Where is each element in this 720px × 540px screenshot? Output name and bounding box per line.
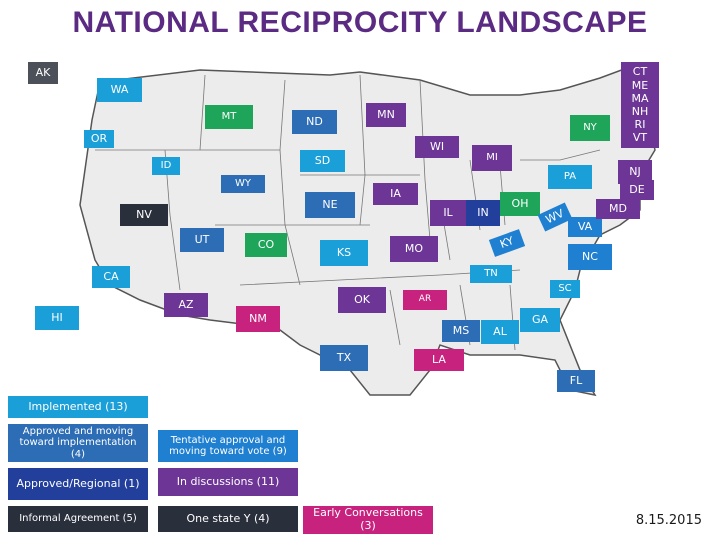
state-ND[interactable]: ND <box>292 110 337 134</box>
state-IA[interactable]: IA <box>373 183 418 205</box>
legend-tentative: Tentative approval and moving toward vot… <box>158 430 298 462</box>
state-MS[interactable]: MS <box>442 320 480 342</box>
legend-informal: Informal Agreement (5) <box>8 506 148 532</box>
state-CA[interactable]: CA <box>92 266 130 288</box>
state-IL[interactable]: IL <box>430 200 466 226</box>
state-KS[interactable]: KS <box>320 240 368 266</box>
state-SD[interactable]: SD <box>300 150 345 172</box>
state-HI[interactable]: HI <box>35 306 79 330</box>
state-MI[interactable]: MI <box>472 145 512 171</box>
state-OH[interactable]: OH <box>500 192 540 216</box>
state-WY[interactable]: WY <box>221 175 265 193</box>
legend-early: Early Conversations (3) <box>303 506 433 534</box>
state-TN[interactable]: TN <box>470 265 512 283</box>
state-WA[interactable]: WA <box>97 78 142 102</box>
state-TX[interactable]: TX <box>320 345 368 371</box>
state-UT[interactable]: UT <box>180 228 224 252</box>
legend-implemented: Implemented (13) <box>8 396 148 418</box>
state-NY[interactable]: NY <box>570 115 610 141</box>
state-NV[interactable]: NV <box>120 204 168 226</box>
state-AZ[interactable]: AZ <box>164 293 208 317</box>
state-MD[interactable]: MD <box>596 199 640 219</box>
state-AK[interactable]: AK <box>28 62 58 84</box>
state-NE[interactable]: NE <box>305 192 355 218</box>
state-WI[interactable]: WI <box>415 136 459 158</box>
state-FL[interactable]: FL <box>557 370 595 392</box>
state-ID[interactable]: ID <box>152 157 180 175</box>
state-CO[interactable]: CO <box>245 233 287 257</box>
date-stamp: 8.15.2015 <box>635 513 702 528</box>
state-NC[interactable]: NC <box>568 244 612 270</box>
state-AL[interactable]: AL <box>481 320 519 344</box>
state-MT[interactable]: MT <box>205 105 253 129</box>
legend-approved: Approved/Regional (1) <box>8 468 148 500</box>
state-NM[interactable]: NM <box>236 306 280 332</box>
state-AR[interactable]: AR <box>403 290 447 310</box>
state-OK[interactable]: OK <box>338 287 386 313</box>
state-GA[interactable]: GA <box>520 308 560 332</box>
state-MO[interactable]: MO <box>390 236 438 262</box>
state-OR[interactable]: OR <box>84 130 114 148</box>
legend-discussion: In discussions (11) <box>158 468 298 496</box>
state-SC[interactable]: SC <box>550 280 580 298</box>
legend-one-state: One state Y (4) <box>158 506 298 532</box>
state-LA[interactable]: LA <box>414 349 464 371</box>
state-VA[interactable]: VA <box>568 217 602 237</box>
state-new-england[interactable]: CT ME MA NH RI VT <box>621 62 659 148</box>
state-PA[interactable]: PA <box>548 165 592 189</box>
page-title: NATIONAL RECIPROCITY LANDSCAPE <box>72 6 648 39</box>
state-IN[interactable]: IN <box>466 200 500 226</box>
state-MN[interactable]: MN <box>366 103 406 127</box>
legend-moving: Approved and moving toward implementatio… <box>8 424 148 462</box>
state-DE[interactable]: DE <box>620 180 654 200</box>
